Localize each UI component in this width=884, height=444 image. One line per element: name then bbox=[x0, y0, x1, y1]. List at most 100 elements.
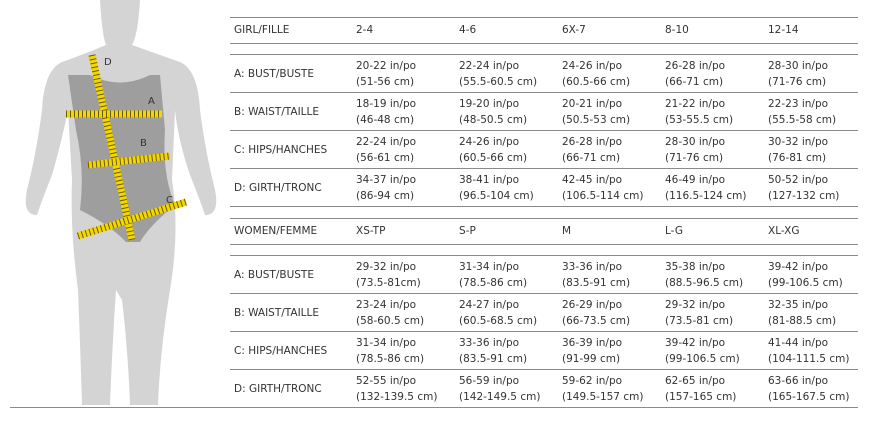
header-cell: WOMEN/FEMME bbox=[234, 225, 317, 237]
cell-text: (165-167.5 cm) bbox=[768, 391, 849, 403]
header-cell: M bbox=[562, 225, 571, 237]
cell-text: 39-42 in/po bbox=[665, 337, 725, 349]
cell-text: (104-111.5 cm) bbox=[768, 353, 849, 365]
header-cell: XL-XG bbox=[768, 225, 799, 237]
cell-text: 52-55 in/po bbox=[356, 375, 416, 387]
cell-text: 38-41 in/po bbox=[459, 174, 519, 186]
row-label: B: WAIST/TAILLE bbox=[234, 106, 319, 118]
header-cell: GIRL/FILLE bbox=[234, 24, 289, 36]
cell-text: (88.5-96.5 cm) bbox=[665, 277, 743, 289]
cell-text: (71-76 cm) bbox=[768, 76, 826, 88]
cell-text: 28-30 in/po bbox=[768, 60, 828, 72]
cell-text: 22-24 in/po bbox=[356, 136, 416, 148]
row-label: C: HIPS/HANCHES bbox=[234, 345, 328, 357]
cell-text: (51-56 cm) bbox=[356, 76, 414, 88]
cell-text: (66-73.5 cm) bbox=[562, 315, 630, 327]
cell-text: 24-26 in/po bbox=[562, 60, 622, 72]
cell-text: 32-35 in/po bbox=[768, 299, 828, 311]
cell-text: (99-106.5 cm) bbox=[768, 277, 843, 289]
cell-text: (99-106.5 cm) bbox=[665, 353, 740, 365]
cell-text: 22-24 in/po bbox=[459, 60, 519, 72]
cell-text: 46-49 in/po bbox=[665, 174, 725, 186]
cell-text: (73.5-81 cm) bbox=[665, 315, 733, 327]
cell-text: (149.5-157 cm) bbox=[562, 391, 643, 403]
header-cell: XS-TP bbox=[356, 225, 385, 237]
cell-text: (48-50.5 cm) bbox=[459, 114, 527, 126]
cell-text: 28-30 in/po bbox=[665, 136, 725, 148]
header-cell: L-G bbox=[665, 225, 683, 237]
cell-text: 35-38 in/po bbox=[665, 261, 725, 273]
cell-text: (60.5-68.5 cm) bbox=[459, 315, 537, 327]
row-label: D: GIRTH/TRONC bbox=[234, 182, 322, 194]
cell-text: 30-32 in/po bbox=[768, 136, 828, 148]
cell-text: (58-60.5 cm) bbox=[356, 315, 424, 327]
cell-text: 33-36 in/po bbox=[459, 337, 519, 349]
cell-text: 23-24 in/po bbox=[356, 299, 416, 311]
cell-text: 24-26 in/po bbox=[459, 136, 519, 148]
figure: A B C D bbox=[25, 0, 217, 405]
cell-text: (96.5-104 cm) bbox=[459, 190, 534, 202]
figure-label: C bbox=[166, 195, 173, 206]
cell-text: (142-149.5 cm) bbox=[459, 391, 540, 403]
cell-text: (60.5-66 cm) bbox=[459, 152, 527, 164]
row-label: C: HIPS/HANCHES bbox=[234, 144, 328, 156]
cell-text: (73.5-81cm) bbox=[356, 277, 421, 289]
tape-d bbox=[88, 54, 136, 241]
cell-text: (83.5-91 cm) bbox=[562, 277, 630, 289]
figure-label: A bbox=[148, 96, 155, 107]
cell-text: (91-99 cm) bbox=[562, 353, 620, 365]
cell-text: (86-94 cm) bbox=[356, 190, 414, 202]
cell-text: 26-29 in/po bbox=[562, 299, 622, 311]
cell-text: 50-52 in/po bbox=[768, 174, 828, 186]
header-cell: 12-14 bbox=[768, 24, 799, 36]
cell-text: 62-65 in/po bbox=[665, 375, 725, 387]
cell-text: 20-22 in/po bbox=[356, 60, 416, 72]
header-cell: 4-6 bbox=[459, 24, 476, 36]
cell-text: 63-66 in/po bbox=[768, 375, 828, 387]
cell-text: (78.5-86 cm) bbox=[356, 353, 424, 365]
cell-text: 29-32 in/po bbox=[356, 261, 416, 273]
cell-text: (78.5-86 cm) bbox=[459, 277, 527, 289]
cell-text: 31-34 in/po bbox=[356, 337, 416, 349]
row-label: A: BUST/BUSTE bbox=[234, 68, 314, 80]
row-label: A: BUST/BUSTE bbox=[234, 269, 314, 281]
cell-text: (116.5-124 cm) bbox=[665, 190, 746, 202]
cell-text: (66-71 cm) bbox=[665, 76, 723, 88]
cell-text: 33-36 in/po bbox=[562, 261, 622, 273]
cell-text: 26-28 in/po bbox=[665, 60, 725, 72]
tape-c-ticks bbox=[76, 198, 188, 240]
cell-text: (132-139.5 cm) bbox=[356, 391, 437, 403]
cell-text: 22-23 in/po bbox=[768, 98, 828, 110]
cell-text: 41-44 in/po bbox=[768, 337, 828, 349]
cell-text: 19-20 in/po bbox=[459, 98, 519, 110]
header-cell: 6X-7 bbox=[562, 24, 586, 36]
header-cell: 8-10 bbox=[665, 24, 689, 36]
cell-text: (66-71 cm) bbox=[562, 152, 620, 164]
header-cell: 2-4 bbox=[356, 24, 373, 36]
tape-b-ticks bbox=[87, 152, 171, 169]
cell-text: (127-132 cm) bbox=[768, 190, 839, 202]
cell-text: (71-76 cm) bbox=[665, 152, 723, 164]
header-cell: S-P bbox=[459, 225, 476, 237]
cell-text: 36-39 in/po bbox=[562, 337, 622, 349]
cell-text: (56-61 cm) bbox=[356, 152, 414, 164]
cell-text: 24-27 in/po bbox=[459, 299, 519, 311]
cell-text: (76-81 cm) bbox=[768, 152, 826, 164]
cell-text: (46-48 cm) bbox=[356, 114, 414, 126]
cell-text: (60.5-66 cm) bbox=[562, 76, 630, 88]
cell-text: 39-42 in/po bbox=[768, 261, 828, 273]
cell-text: 34-37 in/po bbox=[356, 174, 416, 186]
cell-text: 42-45 in/po bbox=[562, 174, 622, 186]
cell-text: 26-28 in/po bbox=[562, 136, 622, 148]
cell-text: 59-62 in/po bbox=[562, 375, 622, 387]
size-table: GIRL/FILLE 2-4 4-6 6X-7 8-10 12-14 A: BUST/BUS… bbox=[10, 17, 858, 408]
figure-label: B bbox=[140, 138, 147, 149]
cell-text: (55.5-58 cm) bbox=[768, 114, 836, 126]
cell-text: 31-34 in/po bbox=[459, 261, 519, 273]
cell-text: 29-32 in/po bbox=[665, 299, 725, 311]
cell-text: (55.5-60.5 cm) bbox=[459, 76, 537, 88]
cell-text: 21-22 in/po bbox=[665, 98, 725, 110]
cell-text: (50.5-53 cm) bbox=[562, 114, 630, 126]
cell-text: (157-165 cm) bbox=[665, 391, 736, 403]
